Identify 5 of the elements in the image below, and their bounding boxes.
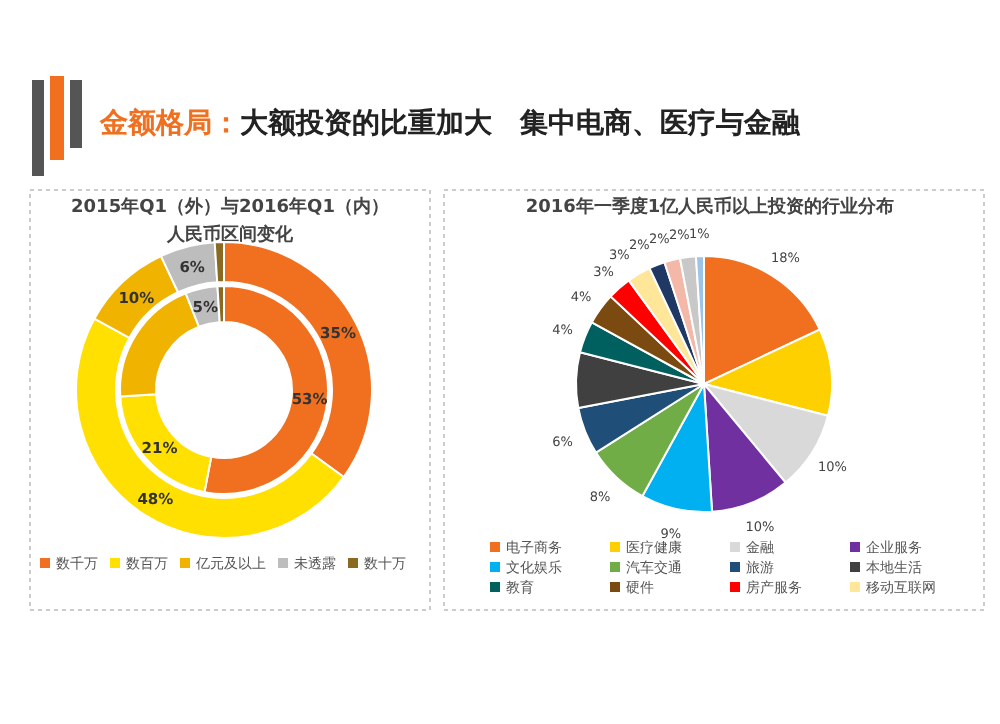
chart-subtitle: 人民币区间变化 [165,224,295,246]
chart-title: 2016年一季度1亿人民币以上投资的行业分布 [525,196,895,218]
text: 金额格局： [98,106,240,140]
text: 大额投资的比重加大 集中电商、医疗与金融 [240,106,802,140]
chart-title: 2015年Q1（外）与2016年Q1（内） [71,196,389,218]
